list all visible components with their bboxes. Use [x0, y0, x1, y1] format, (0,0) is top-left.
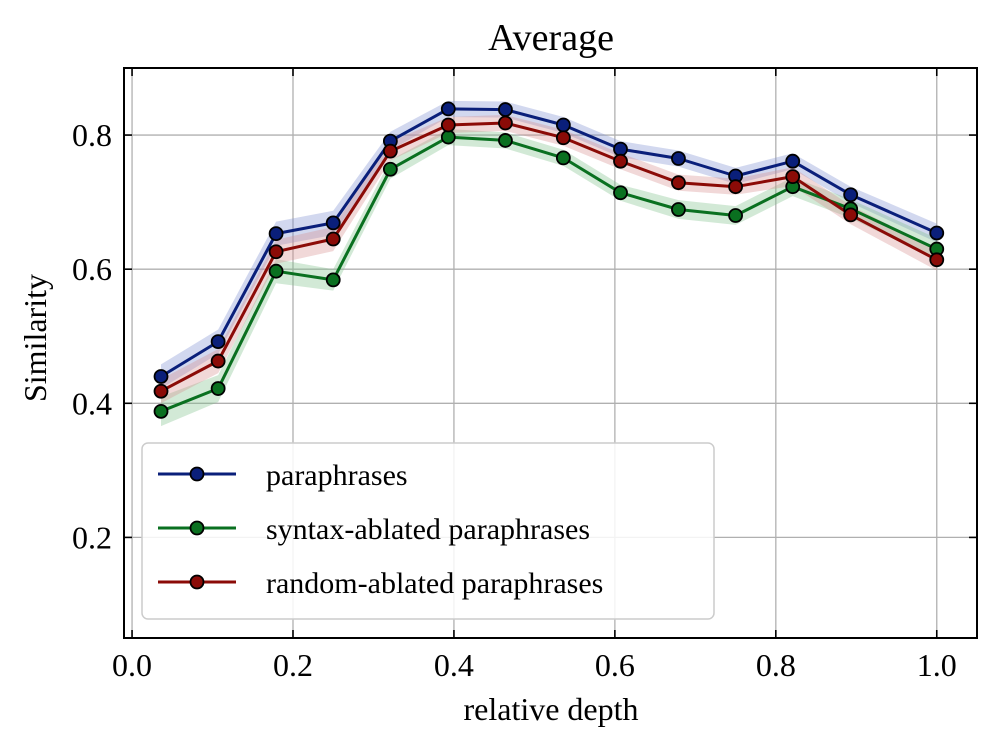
series-line	[160, 107, 938, 378]
data-point	[268, 244, 284, 260]
x-tick-label: 0.2	[273, 647, 313, 683]
data-point	[382, 161, 398, 177]
axis-ticks: 0.0 0.2 0.4 0.6 0.8 1.0 0.2 0.4 0.6 0.8	[72, 68, 977, 683]
data-point	[210, 353, 226, 369]
data-point	[440, 101, 456, 117]
legend-marker	[189, 574, 205, 590]
data-point	[440, 117, 456, 133]
data-point	[728, 179, 743, 195]
data-point	[325, 215, 341, 231]
data-point	[210, 381, 226, 396]
plot-frame	[123, 67, 978, 639]
data-point	[498, 102, 513, 117]
data-point	[785, 153, 801, 169]
data-point	[613, 185, 628, 201]
y-tick-label: 0.6	[72, 251, 112, 287]
data-point	[671, 175, 686, 191]
data-point	[671, 151, 686, 166]
data-point	[555, 130, 571, 146]
data-point	[929, 252, 945, 268]
y-tick-label: 0.2	[72, 519, 112, 555]
x-tick-label: 0.0	[112, 647, 152, 683]
legend: paraphrases syntax-ablated paraphrases ran…	[141, 442, 715, 620]
data-point	[843, 187, 859, 203]
legend-label: syntax-ablated paraphrases	[266, 513, 590, 546]
data-point	[498, 133, 513, 148]
chart-title: Average	[488, 17, 614, 59]
confidence-bands	[161, 100, 937, 427]
y-tick-label: 0.8	[72, 117, 112, 153]
data-point	[153, 383, 169, 399]
legend-label: random-ablated paraphrases	[266, 567, 603, 600]
x-tick-label: 0.6	[595, 647, 635, 683]
confidence-band	[161, 129, 937, 427]
data-point	[785, 169, 801, 185]
data-point	[325, 231, 341, 247]
data-point	[843, 207, 859, 223]
x-axis-label: relative depth	[463, 691, 638, 727]
data-point	[153, 403, 169, 419]
data-point	[613, 141, 628, 157]
series-line	[160, 135, 938, 413]
x-tick-label: 0.8	[756, 647, 796, 683]
data-point	[555, 117, 571, 133]
data-point	[153, 369, 169, 384]
y-axis-label: Similarity	[17, 274, 53, 402]
series-line	[160, 121, 938, 393]
legend-label: paraphrases	[266, 459, 408, 492]
data-point	[268, 263, 284, 279]
data-point	[929, 225, 945, 241]
series-markers	[153, 101, 945, 419]
data-point	[210, 334, 226, 350]
y-tick-label: 0.4	[72, 385, 112, 421]
data-point	[382, 143, 398, 159]
data-point	[440, 129, 456, 145]
data-point	[613, 153, 628, 169]
data-point	[325, 272, 341, 288]
data-point	[498, 115, 513, 131]
legend-box	[141, 442, 715, 620]
x-tick-label: 0.4	[434, 647, 474, 683]
legend-marker	[189, 466, 205, 482]
data-point	[671, 202, 686, 217]
data-point	[268, 226, 284, 242]
legend-marker	[189, 520, 205, 536]
x-tick-label: 1.0	[917, 647, 957, 683]
data-point	[555, 150, 571, 166]
data-point	[728, 208, 743, 223]
series-lines	[160, 107, 938, 413]
